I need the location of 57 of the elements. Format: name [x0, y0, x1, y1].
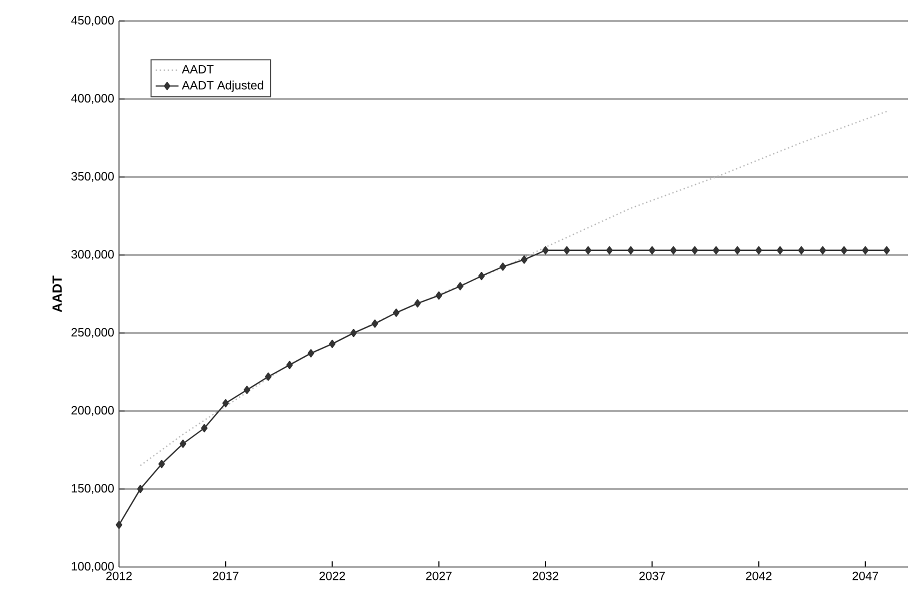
- point: [712, 246, 720, 254]
- x-tick-label: 2037: [639, 572, 665, 580]
- y-axis-title: AADT: [52, 276, 62, 312]
- y-tick-label: 200,000: [72, 406, 114, 416]
- point: [436, 291, 442, 300]
- point: [328, 340, 336, 348]
- legend-label: AADT: [182, 65, 214, 74]
- x-tick-label: 2047: [852, 572, 878, 580]
- point: [819, 246, 826, 254]
- point: [840, 246, 848, 254]
- point: [414, 299, 421, 308]
- y-tick-label: 150,000: [72, 484, 114, 494]
- y-tick-label: 350,000: [71, 172, 114, 182]
- point: [628, 246, 634, 254]
- point: [158, 460, 165, 468]
- point: [670, 246, 677, 254]
- line-series: [140, 110, 888, 466]
- point: [584, 246, 592, 254]
- point: [542, 246, 549, 254]
- legend-label: AADT Adjusted: [182, 80, 264, 92]
- point: [755, 246, 762, 254]
- y-tick-label: 450,000: [71, 16, 114, 26]
- point: [372, 319, 378, 328]
- x-tick-label: 2027: [426, 572, 452, 580]
- point: [116, 520, 122, 529]
- point: [201, 424, 208, 432]
- point: [500, 262, 506, 271]
- point: [392, 308, 400, 317]
- x-tick-label: 2022: [320, 572, 345, 580]
- x-tick-label: 2032: [532, 572, 558, 580]
- point: [180, 440, 186, 448]
- point: [691, 246, 698, 254]
- point: [606, 246, 613, 254]
- point: [862, 246, 869, 254]
- point: [520, 256, 528, 264]
- point: [648, 246, 656, 254]
- y-tick-label: 250,000: [72, 328, 114, 338]
- point: [244, 386, 250, 394]
- point: [456, 282, 464, 290]
- point: [564, 246, 570, 254]
- point: [308, 349, 314, 358]
- point: [776, 246, 784, 254]
- point: [265, 372, 272, 381]
- point: [734, 246, 741, 254]
- y-tick-label: 300,000: [71, 250, 114, 260]
- point: [222, 399, 229, 408]
- point: [883, 246, 890, 254]
- point: [350, 328, 357, 338]
- y-tick-label: 100,000: [72, 562, 114, 572]
- point: [478, 272, 485, 280]
- y-tick-label: 400,000: [71, 94, 114, 104]
- point: [137, 484, 144, 494]
- x-tick-label: 2012: [106, 572, 132, 580]
- x-tick-label: 2042: [746, 572, 772, 580]
- point: [798, 246, 805, 254]
- x-tick-label: 2017: [212, 572, 238, 580]
- point: [286, 360, 293, 370]
